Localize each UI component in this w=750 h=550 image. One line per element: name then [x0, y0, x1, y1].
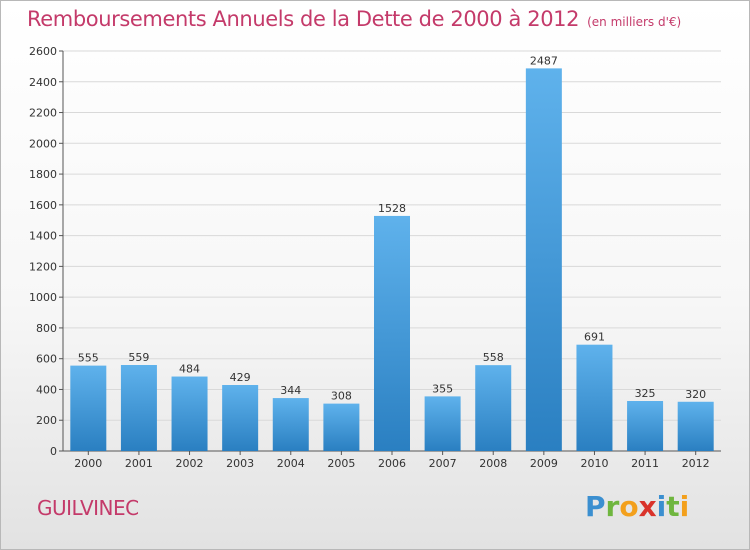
- x-tick-label: 2001: [125, 457, 153, 470]
- y-tick-label: 1200: [29, 260, 57, 273]
- data-label: 691: [584, 331, 605, 344]
- y-tick-label: 1800: [29, 168, 57, 181]
- x-tick-label: 2003: [226, 457, 254, 470]
- logo-letter: i: [656, 490, 667, 523]
- x-tick-label: 2004: [277, 457, 305, 470]
- data-label: 325: [635, 387, 656, 400]
- x-tick-label: 2005: [327, 457, 355, 470]
- y-tick-label: 1400: [29, 230, 57, 243]
- y-tick-label: 2000: [29, 137, 57, 150]
- x-tick-label: 2008: [479, 457, 507, 470]
- bar-2003: [222, 385, 259, 451]
- bar-2001: [120, 365, 157, 451]
- data-label: 555: [78, 352, 99, 365]
- y-tick-label: 2200: [29, 107, 57, 120]
- data-label: 355: [432, 382, 453, 395]
- y-tick-label: 800: [36, 322, 57, 335]
- x-tick-label: 2002: [176, 457, 204, 470]
- x-tick-label: 2010: [580, 457, 608, 470]
- data-labels: 555 559 484 429 344 308 1528 355 558 2487 691 325 32…: [78, 54, 706, 402]
- bar-2000: [70, 365, 107, 451]
- y-tick-label: 0: [50, 445, 57, 458]
- bar-2010: [576, 344, 613, 451]
- chart-title-text: Remboursements Annuels de la Dette de 20…: [27, 7, 580, 31]
- x-tick-label: 2006: [378, 457, 406, 470]
- bar-2012: [677, 401, 714, 451]
- bar-2011: [627, 401, 664, 451]
- x-tick-label: 2007: [429, 457, 457, 470]
- data-label: 559: [128, 351, 149, 364]
- proxiti-logo: Proxiti: [585, 490, 689, 523]
- bar-2002: [171, 376, 208, 451]
- x-tick-label: 2009: [530, 457, 558, 470]
- y-tick-label: 600: [36, 353, 57, 366]
- y-tick-label: 1600: [29, 199, 57, 212]
- bars: [70, 68, 714, 451]
- x-tick-label: 2012: [682, 457, 710, 470]
- data-label: 308: [331, 390, 352, 403]
- logo-letter: t: [666, 490, 680, 523]
- city-name: GUILVINEC: [37, 496, 139, 520]
- bar-2009: [525, 68, 562, 451]
- logo-letter: P: [585, 490, 606, 523]
- data-label: 484: [179, 363, 200, 376]
- bar-2006: [374, 215, 410, 451]
- data-label: 558: [483, 351, 504, 364]
- chart-subtitle: (en milliers d'€): [587, 15, 682, 29]
- logo-letter: o: [619, 490, 639, 523]
- data-label: 1528: [378, 202, 406, 215]
- bar-2007: [424, 396, 461, 451]
- data-label: 344: [280, 384, 301, 397]
- y-tick-label: 200: [36, 414, 57, 427]
- x-tick-label: 2011: [631, 457, 659, 470]
- data-label: 2487: [530, 54, 558, 67]
- y-tick-label: 2400: [29, 76, 57, 89]
- x-tick-label: 2000: [74, 457, 102, 470]
- data-label: 429: [230, 371, 251, 384]
- logo-letter: i: [679, 490, 690, 523]
- data-label: 320: [685, 388, 706, 401]
- axes: 0 200 400 600 800 1000 1200 1400 1600 1800 2000 220…: [29, 45, 721, 470]
- bar-2004: [272, 398, 309, 451]
- y-tick-label: 400: [36, 383, 57, 396]
- y-tick-label: 2600: [29, 45, 57, 58]
- logo-letter: r: [605, 490, 620, 523]
- bar-2005: [323, 403, 360, 451]
- chart-title: Remboursements Annuels de la Dette de 20…: [27, 7, 681, 31]
- y-tick-label: 1000: [29, 291, 57, 304]
- bar-2008: [475, 365, 512, 451]
- logo-letter: x: [638, 490, 657, 523]
